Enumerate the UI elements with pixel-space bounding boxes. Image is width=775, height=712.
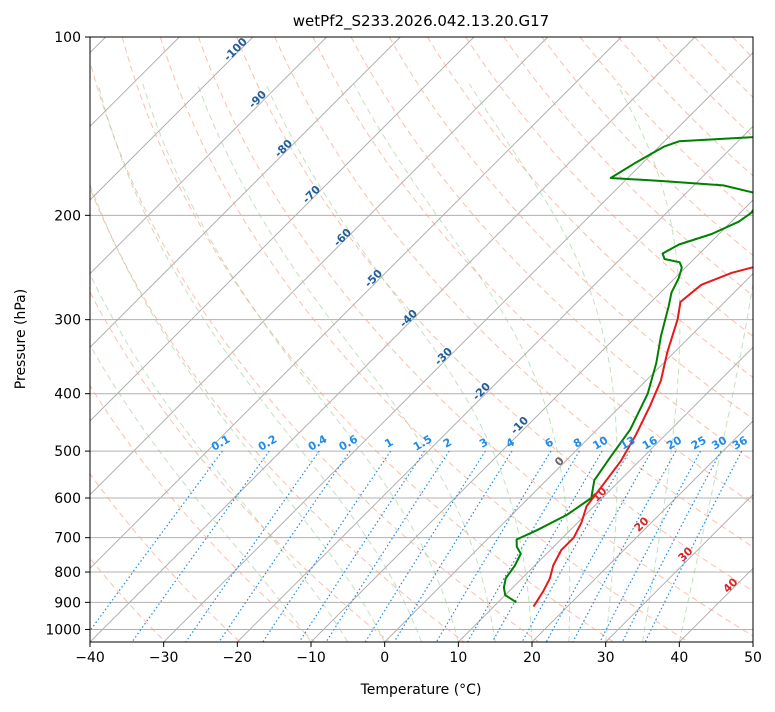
mixing-ratio-line (573, 451, 676, 642)
mixing-ratio-label: 0.6 (337, 432, 361, 453)
dry-adiabat (8, 37, 390, 642)
x-tick-label: 50 (744, 650, 762, 666)
y-tick-label: 700 (54, 531, 81, 547)
dry-adiabat-label: -50 (362, 267, 385, 290)
mixing-ratio-label: 1.5 (411, 433, 434, 454)
dry-adiabat (656, 37, 775, 642)
mixing-ratio-line (132, 451, 269, 642)
dry-adiabat (389, 37, 775, 642)
y-axis-label: Pressure (hPa) (13, 289, 29, 389)
mixing-ratio-line (436, 451, 551, 642)
mixing-ratio-label: 1 (382, 436, 395, 451)
x-tick-label: 20 (523, 650, 541, 666)
mixing-ratio-label: 25 (689, 434, 709, 453)
x-tick-label: 30 (597, 650, 615, 666)
dry-adiabat-label: -30 (432, 345, 455, 368)
moist-adiabat (354, 84, 570, 642)
moist-adiabat (197, 84, 495, 642)
y-tick-label: 400 (54, 387, 81, 403)
moist-adiabat (143, 84, 459, 642)
dry-adiabat-label: 20 (632, 514, 652, 534)
isotherm-gridline (532, 37, 775, 642)
mixing-ratio-label: 8 (571, 436, 584, 451)
dry-adiabat (0, 37, 315, 642)
y-tick-label: 300 (54, 313, 81, 329)
dry-adiabat (0, 37, 240, 642)
mixing-ratio-line (365, 451, 485, 642)
isotherm-gridline (0, 37, 327, 642)
x-tick-label: 10 (449, 650, 467, 666)
dry-adiabat-label: -40 (397, 307, 420, 330)
moist-adiabat (60, 84, 384, 642)
isotherm-gridline (385, 37, 775, 642)
dry-adiabat (313, 37, 775, 642)
isotherm-gridline (458, 37, 775, 642)
mixing-ratio-line (622, 451, 721, 642)
x-axis-label: Temperature (°C) (360, 682, 482, 698)
isotherm-gridline (679, 37, 775, 642)
dry-adiabat (695, 37, 775, 642)
y-tick-label: 800 (54, 565, 81, 581)
moist-adiabat (0, 84, 311, 642)
x-tick-label: −40 (75, 650, 105, 666)
plot-frame (90, 37, 753, 642)
dry-adiabat (427, 37, 775, 642)
moist-adiabat (469, 84, 617, 642)
y-tick-label: 100 (54, 30, 81, 46)
x-tick-label: −30 (149, 650, 179, 666)
y-tick-label: 600 (54, 491, 81, 507)
mixing-ratio-line (219, 451, 350, 642)
dry-adiabat (237, 37, 775, 642)
dry-adiabat-label: -90 (246, 88, 269, 111)
dry-adiabat (771, 37, 775, 642)
dry-adiabat-label: -80 (272, 137, 295, 160)
moist-adiabat (266, 84, 532, 642)
mixing-ratio-label: 20 (664, 433, 684, 452)
y-tick-label: 1000 (45, 622, 81, 638)
x-tick-label: 0 (380, 650, 389, 666)
dry-adiabat-label: 30 (676, 544, 696, 564)
dry-adiabat (466, 37, 775, 642)
mixing-ratio-label: 36 (730, 433, 750, 452)
mixing-ratio-label: 30 (709, 433, 729, 452)
moist-adiabat (98, 84, 422, 642)
moist-adiabat (679, 84, 765, 642)
dry-adiabat-label: 40 (721, 575, 741, 595)
y-tick-label: 200 (54, 208, 81, 224)
mixing-ratio-label: 0.2 (256, 433, 279, 454)
dry-adiabat-label: -20 (470, 380, 493, 403)
isotherm-gridline (16, 37, 621, 642)
mixing-ratio-label: 0.1 (209, 433, 232, 454)
dry-adiabat (275, 37, 775, 642)
isotherm-gridline (164, 37, 769, 642)
isotherm-gridline (0, 37, 474, 642)
mixing-ratio-label: 2 (441, 436, 454, 451)
moist-adiabat (28, 84, 348, 642)
y-tick-label: 900 (54, 595, 81, 611)
mixing-ratio-label: 10 (591, 433, 611, 452)
isotherm-gridline (0, 37, 400, 642)
mixing-ratio-label: 0.4 (306, 432, 330, 453)
x-tick-label: −20 (223, 650, 253, 666)
dry-adiabat-label: -10 (508, 414, 531, 437)
y-tick-label: 500 (54, 444, 81, 460)
isotherm-gridline (237, 37, 775, 642)
mixing-ratio-line (522, 451, 629, 642)
dry-adiabat (542, 37, 775, 642)
x-tick-label: 40 (670, 650, 688, 666)
isotherm-gridline (753, 37, 775, 642)
mixing-ratio-label: 16 (640, 433, 660, 452)
chart-title: wetPf2_S233.2026.042.13.20.G17 (293, 12, 549, 31)
plot-area (0, 37, 775, 642)
dry-adiabat (351, 37, 775, 642)
dry-adiabat-label: -60 (331, 226, 354, 249)
x-tick-label: −10 (296, 650, 326, 666)
dry-adiabat (733, 37, 775, 642)
